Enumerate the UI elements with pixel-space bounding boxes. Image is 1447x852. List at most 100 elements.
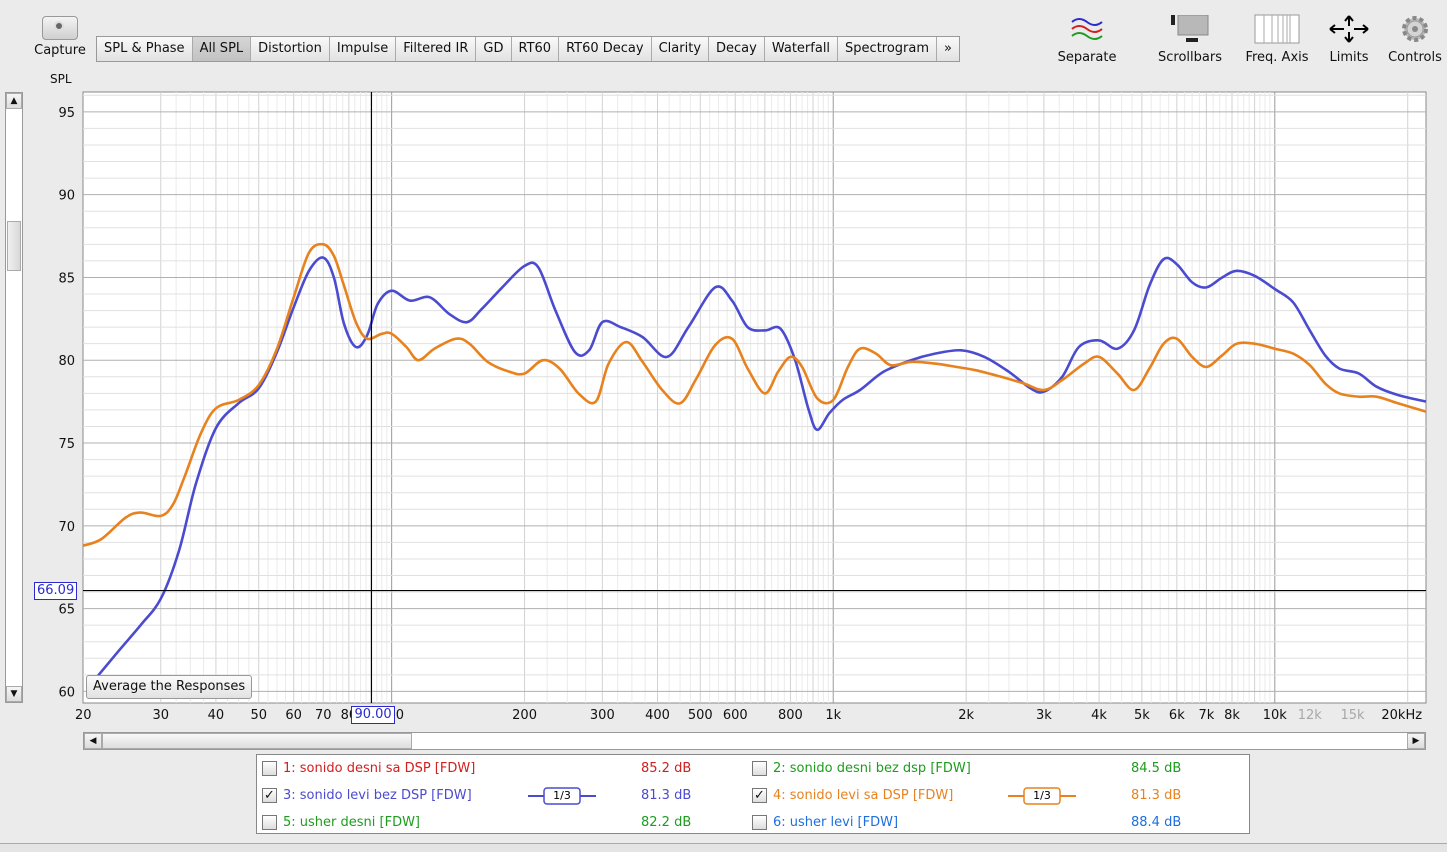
legend-item[interactable]: ✓ 4: sonido levi sa DSP [FDW] <box>752 782 953 809</box>
x-tick-label: 30 <box>152 708 169 723</box>
y-tick-label: 85 <box>58 271 75 286</box>
legend-item[interactable]: 1: sonido desni sa DSP [FDW] <box>262 755 475 782</box>
measurement-legend: 1: sonido desni sa DSP [FDW] 85.2 dB 2: so… <box>256 754 1250 834</box>
capture-label: Capture <box>34 43 86 58</box>
measurement-checkbox[interactable]: ✓ <box>262 788 277 803</box>
x-tick-label: 400 <box>645 708 670 723</box>
x-tick-label: 7k <box>1198 708 1214 723</box>
horizontal-scrollbar[interactable]: ◀ ▶ <box>83 732 1426 750</box>
x-tick-label: 70 <box>315 708 332 723</box>
graph-tabs: SPL & Phase All SPL Distortion Impulse Filte… <box>96 36 961 62</box>
measurement-checkbox[interactable] <box>262 815 277 830</box>
measurement-level: 85.2 dB <box>641 761 692 776</box>
series-line-2 <box>82 242 1427 547</box>
smoothing-label: 1/3 <box>553 789 571 802</box>
smoothing-badge[interactable]: 1/3 <box>1008 787 1076 805</box>
x-tick-label: 20 <box>75 708 92 723</box>
x-tick-label: 600 <box>723 708 748 723</box>
scroll-left-arrow-icon[interactable]: ◀ <box>84 733 102 749</box>
horizontal-scroll-thumb[interactable] <box>102 733 412 749</box>
x-tick-label: 60 <box>285 708 302 723</box>
tab-waterfall[interactable]: Waterfall <box>765 37 839 61</box>
x-tick-label: 200 <box>512 708 537 723</box>
scroll-down-arrow-icon[interactable]: ▼ <box>6 686 22 702</box>
measurement-label: 2: sonido desni bez dsp [FDW] <box>773 761 971 776</box>
x-tick-label: 50 <box>250 708 267 723</box>
freq-axis-label: Freq. Axis <box>1245 50 1309 65</box>
tab-distortion[interactable]: Distortion <box>251 37 330 61</box>
legend-item[interactable]: 5: usher desni [FDW] <box>262 809 420 836</box>
legend-row: 1: sonido desni sa DSP [FDW] 85.2 dB 2: so… <box>257 755 1249 782</box>
tab-clarity[interactable]: Clarity <box>652 37 710 61</box>
measurement-checkbox[interactable] <box>262 761 277 776</box>
legend-row: ✓ 3: sonido levi bez DSP [FDW] 1/3 81.3 dB ✓… <box>257 782 1249 809</box>
x-tick-label: 4k <box>1091 708 1107 723</box>
tab-filtered-ir[interactable]: Filtered IR <box>396 37 477 61</box>
measurement-label: 6: usher levi [FDW] <box>773 815 899 830</box>
scrollbars-button[interactable]: Scrollbars <box>1152 14 1228 65</box>
measurement-level: 88.4 dB <box>1131 815 1182 830</box>
freq-axis-button[interactable]: Freq. Axis <box>1239 14 1315 65</box>
plot-area[interactable] <box>82 91 1427 704</box>
x-tick-label: 5k <box>1134 708 1150 723</box>
tab-spl-phase[interactable]: SPL & Phase <box>97 37 193 61</box>
y-tick-label: 70 <box>58 520 75 535</box>
series-line-1 <box>86 256 1427 689</box>
limits-label: Limits <box>1329 50 1369 65</box>
tab-spectrogram[interactable]: Spectrogram <box>838 37 938 61</box>
x-tick-label: 10k <box>1263 708 1288 723</box>
tab-all-spl[interactable]: All SPL <box>192 37 252 61</box>
y-tick-label: 75 <box>58 437 75 452</box>
measurement-label: 4: sonido levi sa DSP [FDW] <box>773 788 954 803</box>
legend-item[interactable]: 6: usher levi [FDW] <box>752 809 898 836</box>
scrollbars-label: Scrollbars <box>1158 50 1222 65</box>
tab-overflow-button[interactable]: » <box>944 41 953 56</box>
measurement-checkbox[interactable]: ✓ <box>752 788 767 803</box>
measurement-checkbox[interactable] <box>752 761 767 776</box>
measurement-checkbox[interactable] <box>752 815 767 830</box>
vertical-scrollbar[interactable]: ▲ ▼ <box>5 92 23 703</box>
vertical-scroll-thumb[interactable] <box>7 221 21 271</box>
measurement-label: 5: usher desni [FDW] <box>283 815 421 830</box>
x-tick-label: 20kHz <box>1381 708 1422 723</box>
camera-icon <box>42 16 78 40</box>
scroll-up-arrow-icon[interactable]: ▲ <box>6 93 22 109</box>
y-tick-label: 65 <box>58 603 75 618</box>
spl-chart[interactable]: 6065707580859095203040506070801002003004… <box>0 85 1447 735</box>
y-tick-label: 95 <box>58 106 75 121</box>
tab-rt60-decay[interactable]: RT60 Decay <box>559 37 652 61</box>
x-tick-label: 300 <box>590 708 615 723</box>
controls-label: Controls <box>1388 50 1442 65</box>
scroll-right-arrow-icon[interactable]: ▶ <box>1407 733 1425 749</box>
capture-button[interactable]: Capture <box>30 16 90 58</box>
separate-button[interactable]: Separate <box>1052 14 1122 65</box>
x-tick-label: 6k <box>1169 708 1185 723</box>
x-tick-label: 12k <box>1298 708 1323 723</box>
gear-icon <box>1383 14 1447 44</box>
x-tick-label: 2k <box>958 708 974 723</box>
smoothing-badge[interactable]: 1/3 <box>528 787 596 805</box>
tab-decay[interactable]: Decay <box>709 37 765 61</box>
y-axis-label: SPL <box>50 72 72 86</box>
measurement-level: 82.2 dB <box>641 815 692 830</box>
limits-button[interactable]: Limits <box>1321 14 1377 65</box>
x-tick-label: 1k <box>825 708 841 723</box>
x-tick-label: 800 <box>778 708 803 723</box>
x-tick-label: 15k <box>1341 708 1366 723</box>
cursor-x-readout: 90.00 <box>351 706 395 724</box>
separate-traces-icon <box>1052 14 1122 44</box>
legend-item[interactable]: 2: sonido desni bez dsp [FDW] <box>752 755 971 782</box>
scrollbars-icon <box>1152 14 1228 44</box>
legend-item[interactable]: ✓ 3: sonido levi bez DSP [FDW] <box>262 782 472 809</box>
controls-button[interactable]: Controls <box>1383 14 1447 65</box>
limits-arrows-icon <box>1321 14 1377 44</box>
measurement-label: 1: sonido desni sa DSP [FDW] <box>283 761 476 776</box>
tab-impulse[interactable]: Impulse <box>330 37 397 61</box>
x-tick-label: 3k <box>1036 708 1052 723</box>
tab-rt60[interactable]: RT60 <box>512 37 560 61</box>
tab-gd[interactable]: GD <box>476 37 512 61</box>
average-responses-button[interactable]: Average the Responses <box>86 675 253 699</box>
y-tick-label: 60 <box>58 685 75 700</box>
separate-label: Separate <box>1057 50 1117 65</box>
status-bar <box>0 843 1447 852</box>
